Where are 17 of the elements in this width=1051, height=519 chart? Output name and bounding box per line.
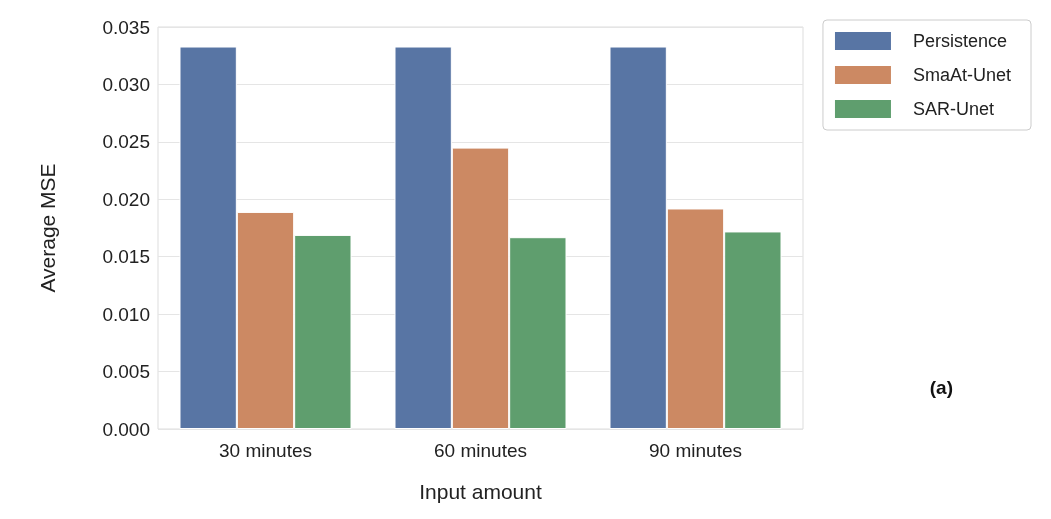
y-tick-label: 0.015 — [102, 246, 150, 268]
legend-label: SAR-Unet — [912, 99, 994, 119]
y-tick-label: 0.000 — [102, 418, 150, 440]
x-tick-label: 60 minutes — [434, 440, 527, 461]
x-axis-title: Input amount — [419, 480, 542, 503]
y-tick-label: 0.010 — [102, 303, 150, 325]
y-tick-label: 0.005 — [102, 361, 150, 383]
y-tick-label: 0.020 — [102, 188, 150, 210]
x-tick-label: 30 minutes — [219, 440, 312, 461]
text: (a) — [929, 377, 954, 398]
legend-label: Persistence — [912, 31, 1008, 51]
y-tick-label: 0.035 — [102, 16, 150, 38]
legend-label: SmaAt-Unet — [912, 65, 1012, 85]
x-tick-label: 90 minutes — [649, 440, 742, 461]
y-tick-label: 0.025 — [102, 131, 150, 153]
y-tick-label: 0.030 — [102, 73, 150, 95]
y-axis-title: Average MSE — [36, 163, 59, 293]
